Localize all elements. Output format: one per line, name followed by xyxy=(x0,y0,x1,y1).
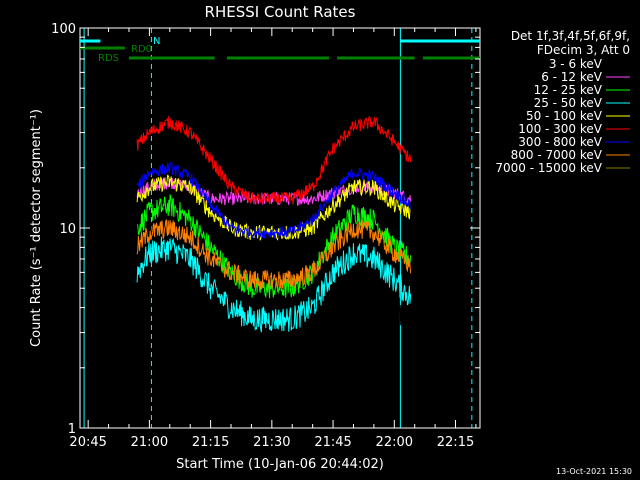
chart-title: RHESSI Count Rates xyxy=(205,3,356,21)
y-tick-label-1: 10 xyxy=(59,222,76,237)
x-tick-label-1: 21:00 xyxy=(131,435,168,450)
series-line-5 xyxy=(136,115,412,206)
legend-entry-label-0: 3 - 6 keV xyxy=(549,57,603,71)
legend-entry-label-8: 7000 - 15000 keV xyxy=(495,161,602,175)
legend-entry-label-1: 6 - 12 keV xyxy=(541,70,603,84)
series-line-0 xyxy=(136,206,412,403)
legend-entry-label-3: 25 - 50 keV xyxy=(534,96,603,110)
y-tick-label-2: 100 xyxy=(51,22,76,37)
y-axis: 1 10 100 xyxy=(51,22,480,437)
x-axis: 20:45 21:00 21:15 21:30 21:45 22:00 22:15 xyxy=(69,28,477,450)
series-line-6 xyxy=(136,161,412,240)
x-axis-label: Start Time (10-Jan-06 20:44:02) xyxy=(176,457,384,472)
annotation-label-0: N xyxy=(153,36,160,47)
plot-area xyxy=(79,27,481,429)
annotation-label-2: RDS xyxy=(98,53,119,64)
legend-entry-label-5: 100 - 300 keV xyxy=(518,122,602,136)
annotation-label-1: RD0 xyxy=(131,44,152,55)
x-tick-label-2: 21:15 xyxy=(192,435,229,450)
x-tick-label-6: 22:15 xyxy=(437,435,474,450)
legend-entry-label-2: 12 - 25 keV xyxy=(534,83,603,97)
legend-entry-label-7: 800 - 7000 keV xyxy=(511,148,603,162)
legend-entry-label-4: 50 - 100 keV xyxy=(526,109,603,123)
x-tick-label-5: 22:00 xyxy=(376,435,413,450)
legend-header-line-2: FDecim 3, Att 0 xyxy=(537,43,630,57)
legend-entry-label-6: 300 - 800 keV xyxy=(518,135,602,149)
series-line-3 xyxy=(136,236,412,333)
series-line-7 xyxy=(136,219,412,290)
footer-timestamp: 13-Oct-2021 15:30 xyxy=(556,467,632,476)
legend-header-line-1: Det 1f,3f,4f,5f,6f,9f, xyxy=(511,29,630,43)
legend: Det 1f,3f,4f,5f,6f,9f, FDecim 3, Att 0 3… xyxy=(495,29,630,175)
y-tick-label-0: 1 xyxy=(68,422,76,437)
x-tick-label-4: 21:45 xyxy=(314,435,351,450)
y-axis-label: Count Rate (s⁻¹ detector segment⁻¹) xyxy=(29,109,44,347)
x-tick-label-3: 21:30 xyxy=(253,435,290,450)
x-tick-label-0: 20:45 xyxy=(69,435,106,450)
series-line-2 xyxy=(136,193,412,299)
